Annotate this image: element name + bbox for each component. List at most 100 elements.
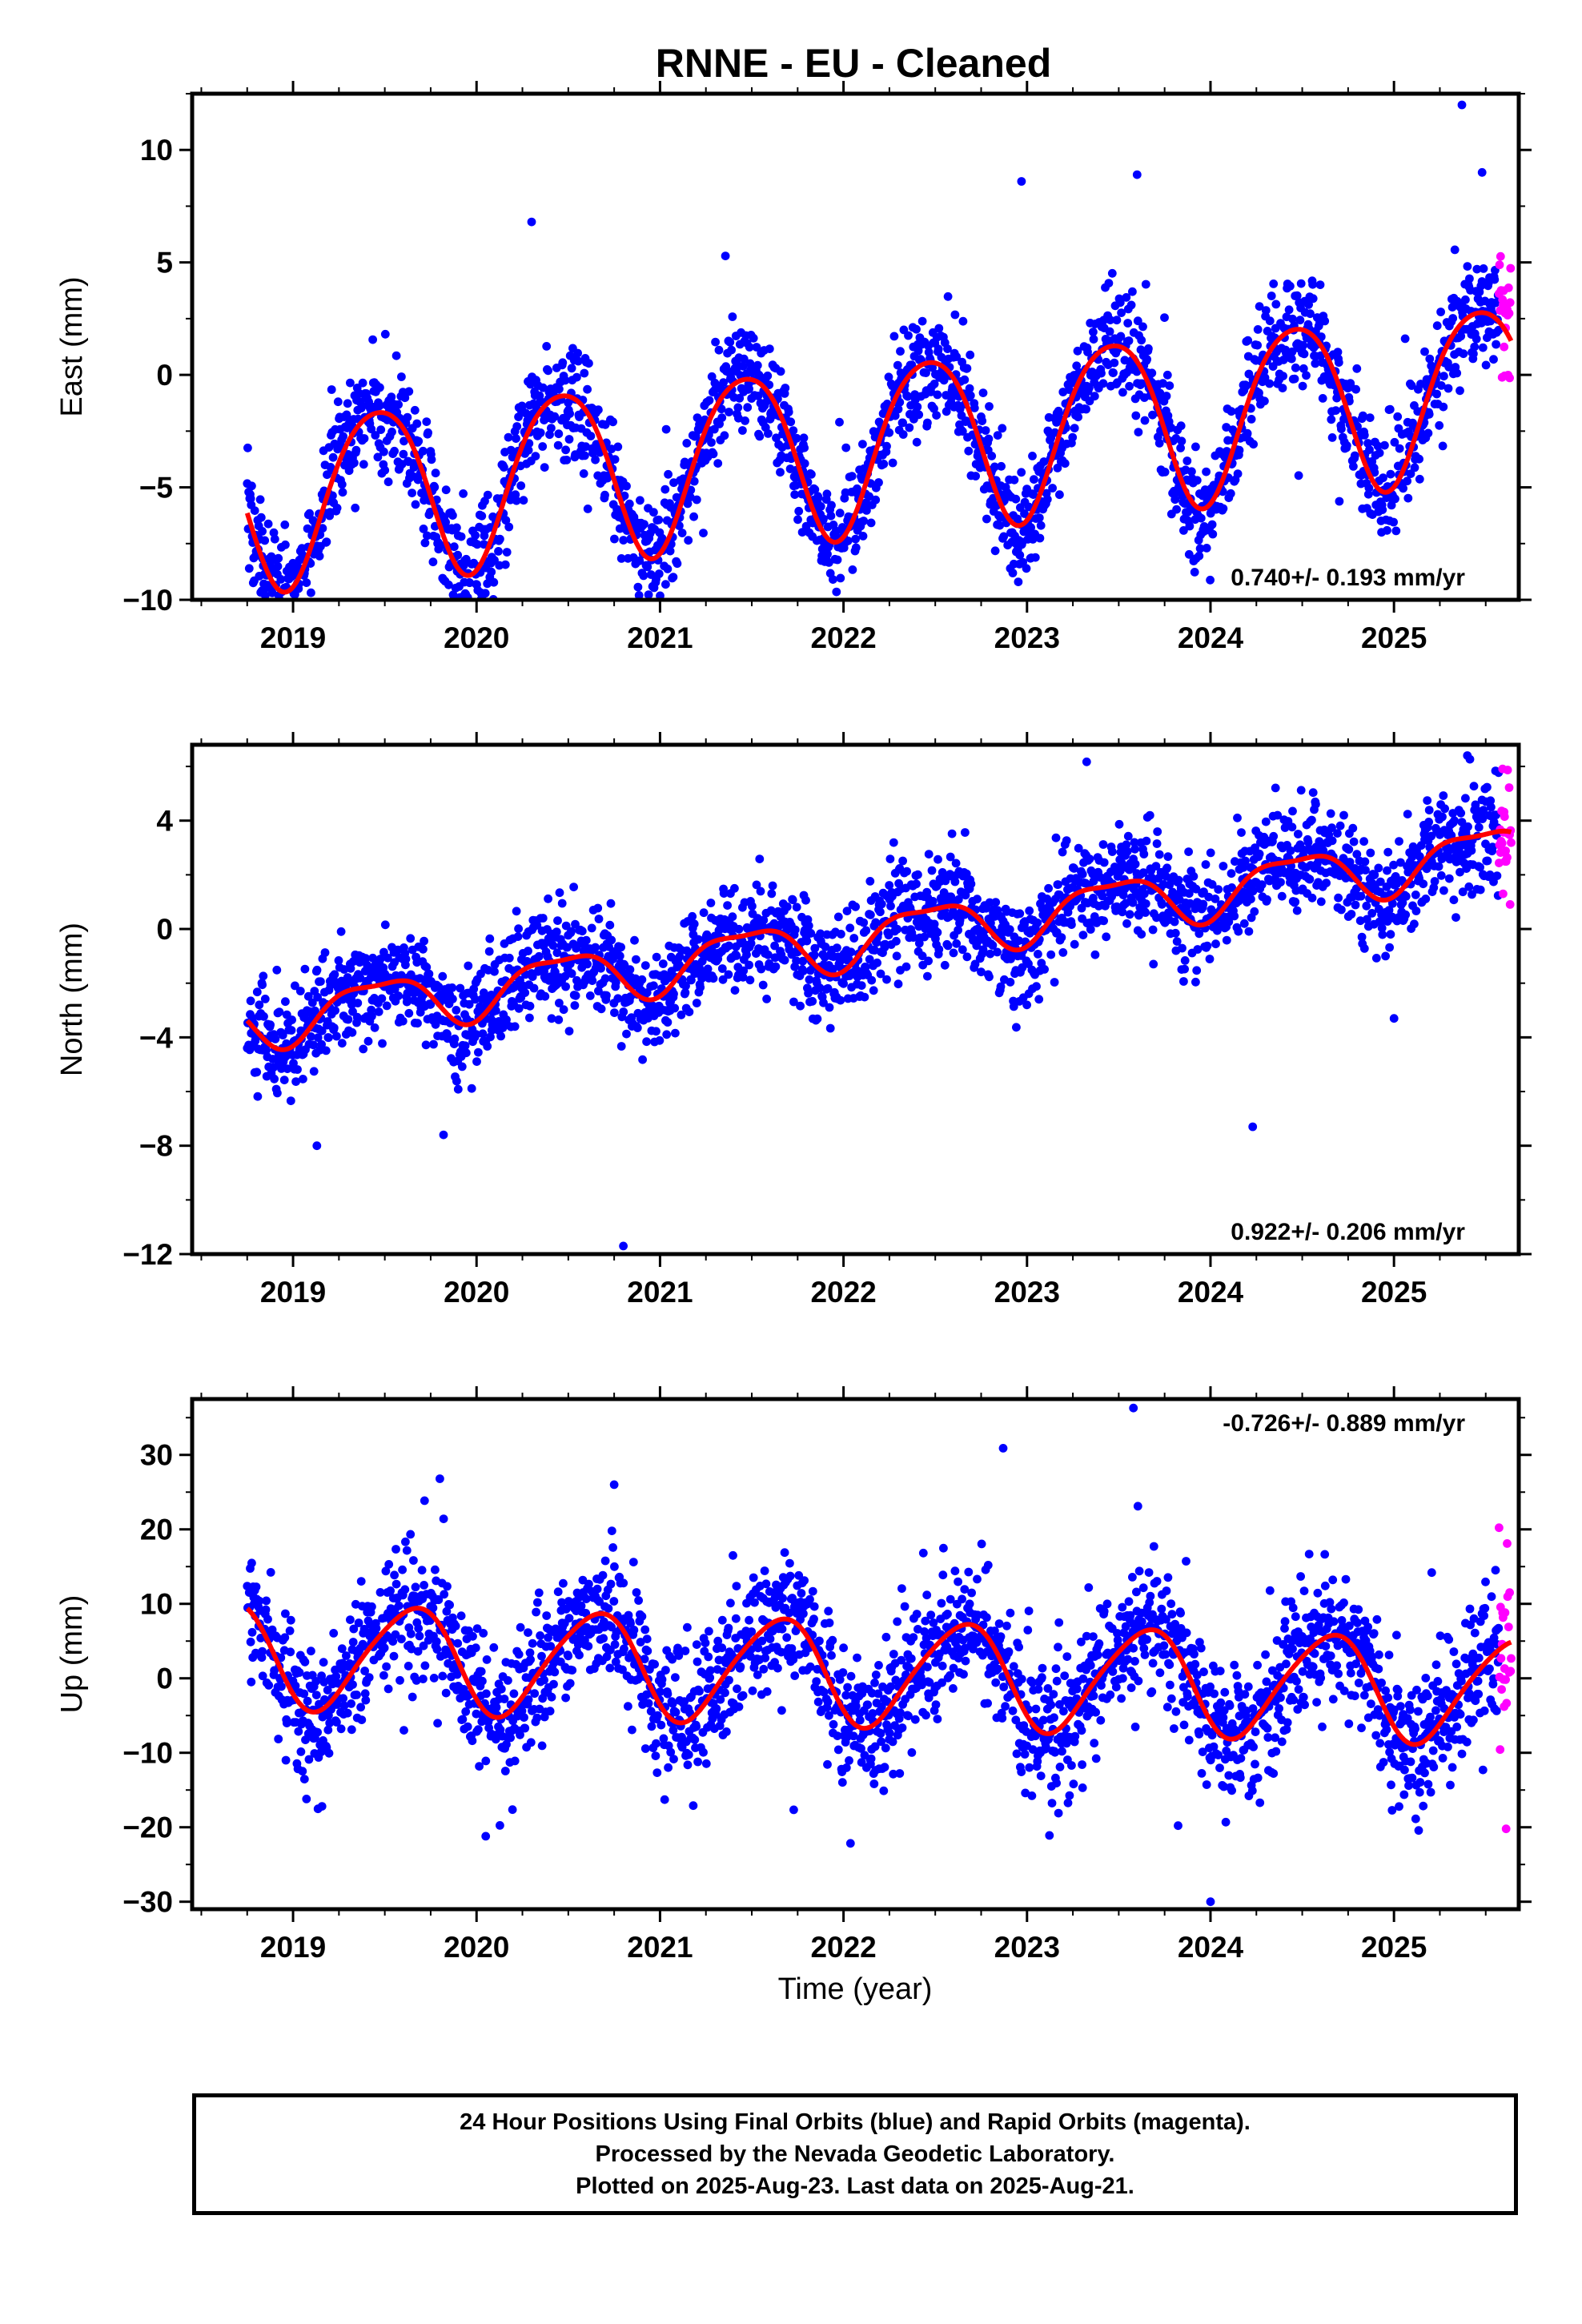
final-orbit-point: [801, 895, 810, 905]
final-orbit-point: [608, 955, 617, 963]
final-orbit-point: [735, 393, 745, 403]
final-orbit-point: [730, 883, 739, 893]
final-orbit-point: [1051, 833, 1061, 842]
final-orbit-point: [1122, 919, 1131, 928]
final-orbit-point: [1383, 525, 1391, 535]
final-orbit-point: [692, 495, 701, 505]
final-orbit-point: [1287, 822, 1297, 832]
final-orbit-point: [375, 383, 384, 392]
final-orbit-point: [581, 442, 591, 452]
final-orbit-point: [741, 416, 749, 425]
final-orbit-point: [313, 1033, 323, 1043]
y-tick-label: −4: [139, 1021, 174, 1054]
up-positions: [243, 1403, 1516, 1907]
final-orbit-point: [1305, 875, 1315, 884]
final-orbit-point: [917, 951, 927, 961]
final-orbit-point: [1487, 802, 1496, 812]
final-orbit-point: [638, 1055, 647, 1064]
final-orbit-point: [487, 567, 496, 577]
final-orbit-point: [693, 935, 703, 944]
final-orbit-point: [1104, 279, 1114, 287]
final-orbit-point: [555, 384, 564, 394]
final-orbit-point: [391, 351, 401, 360]
final-orbit-point: [320, 948, 330, 957]
final-orbit-point: [699, 908, 709, 918]
final-orbit-point: [934, 324, 944, 333]
final-orbit-point: [1138, 322, 1147, 332]
final-orbit-point: [1227, 869, 1236, 879]
final-orbit-point: [661, 580, 670, 589]
final-orbit-point: [901, 962, 911, 971]
final-orbit-point: [1192, 476, 1202, 485]
final-orbit-point: [519, 496, 528, 505]
final-orbit-point: [643, 562, 652, 572]
final-orbit-point: [652, 1027, 661, 1036]
final-orbit-point: [477, 511, 487, 521]
final-orbit-point: [287, 1015, 296, 1024]
final-orbit-point: [669, 478, 678, 488]
final-orbit-point: [1110, 358, 1119, 368]
final-orbit-point: [913, 402, 922, 412]
final-orbit-point: [685, 1007, 694, 1016]
final-orbit-point: [665, 546, 675, 556]
final-orbit-point: [1185, 521, 1195, 531]
final-orbit-point: [943, 941, 953, 951]
final-orbit-point: [1444, 874, 1454, 883]
final-orbit-point: [1492, 871, 1502, 880]
final-orbit-point: [1400, 334, 1410, 344]
final-orbit-point: [693, 413, 702, 422]
final-orbit-point: [1287, 354, 1296, 364]
final-orbit-point: [460, 1041, 470, 1051]
final-orbit-point: [367, 1005, 376, 1015]
final-orbit-point: [1141, 908, 1150, 917]
outlier-point: [312, 1141, 322, 1151]
final-orbit-point: [1291, 363, 1300, 372]
final-orbit-point: [681, 981, 690, 991]
final-orbit-point: [453, 1084, 463, 1094]
final-orbit-point: [952, 939, 962, 948]
final-orbit-point: [1422, 864, 1431, 874]
final-orbit-point: [1141, 279, 1150, 289]
final-orbit-point: [1261, 817, 1271, 826]
final-orbit-point: [1269, 831, 1279, 841]
final-orbit-point: [1299, 349, 1309, 359]
final-orbit-point: [472, 1057, 481, 1066]
final-orbit-point: [1494, 325, 1504, 335]
final-orbit-point: [346, 378, 355, 388]
final-orbit-point: [1062, 836, 1071, 845]
final-orbit-point: [611, 978, 620, 987]
final-orbit-point: [561, 445, 570, 455]
final-orbit-point: [309, 1067, 319, 1076]
final-orbit-point: [1359, 944, 1369, 953]
final-orbit-point: [1439, 791, 1448, 800]
final-orbit-point: [416, 974, 424, 983]
x-tick-label: 2024: [1178, 1276, 1244, 1309]
final-orbit-point: [588, 448, 597, 458]
x-tick-label: 2024: [1178, 621, 1244, 654]
final-orbit-point: [898, 430, 908, 439]
final-orbit-point: [551, 967, 560, 977]
final-orbit-point: [525, 1013, 534, 1023]
final-orbit-point: [682, 439, 692, 448]
final-orbit-point: [1125, 910, 1134, 919]
final-orbit-point: [1054, 880, 1062, 889]
final-orbit-point: [1307, 893, 1317, 903]
final-orbit-point: [954, 895, 963, 904]
final-orbit-point: [1296, 786, 1306, 795]
final-orbit-point: [706, 899, 716, 907]
final-orbit-point: [626, 992, 635, 1001]
final-orbit-point: [813, 493, 823, 502]
final-orbit-point: [888, 458, 897, 468]
final-orbit-point: [755, 432, 765, 441]
final-orbit-point: [1469, 349, 1478, 359]
final-orbit-point: [1423, 796, 1432, 805]
final-orbit-point: [973, 895, 982, 904]
final-orbit-point: [252, 1068, 262, 1077]
rapid-orbit-point: [1503, 853, 1512, 862]
final-orbit-point: [1030, 475, 1038, 484]
final-orbit-point: [912, 437, 921, 447]
final-orbit-point: [1395, 837, 1403, 846]
final-orbit-point: [912, 324, 921, 334]
final-orbit-point: [339, 965, 349, 974]
